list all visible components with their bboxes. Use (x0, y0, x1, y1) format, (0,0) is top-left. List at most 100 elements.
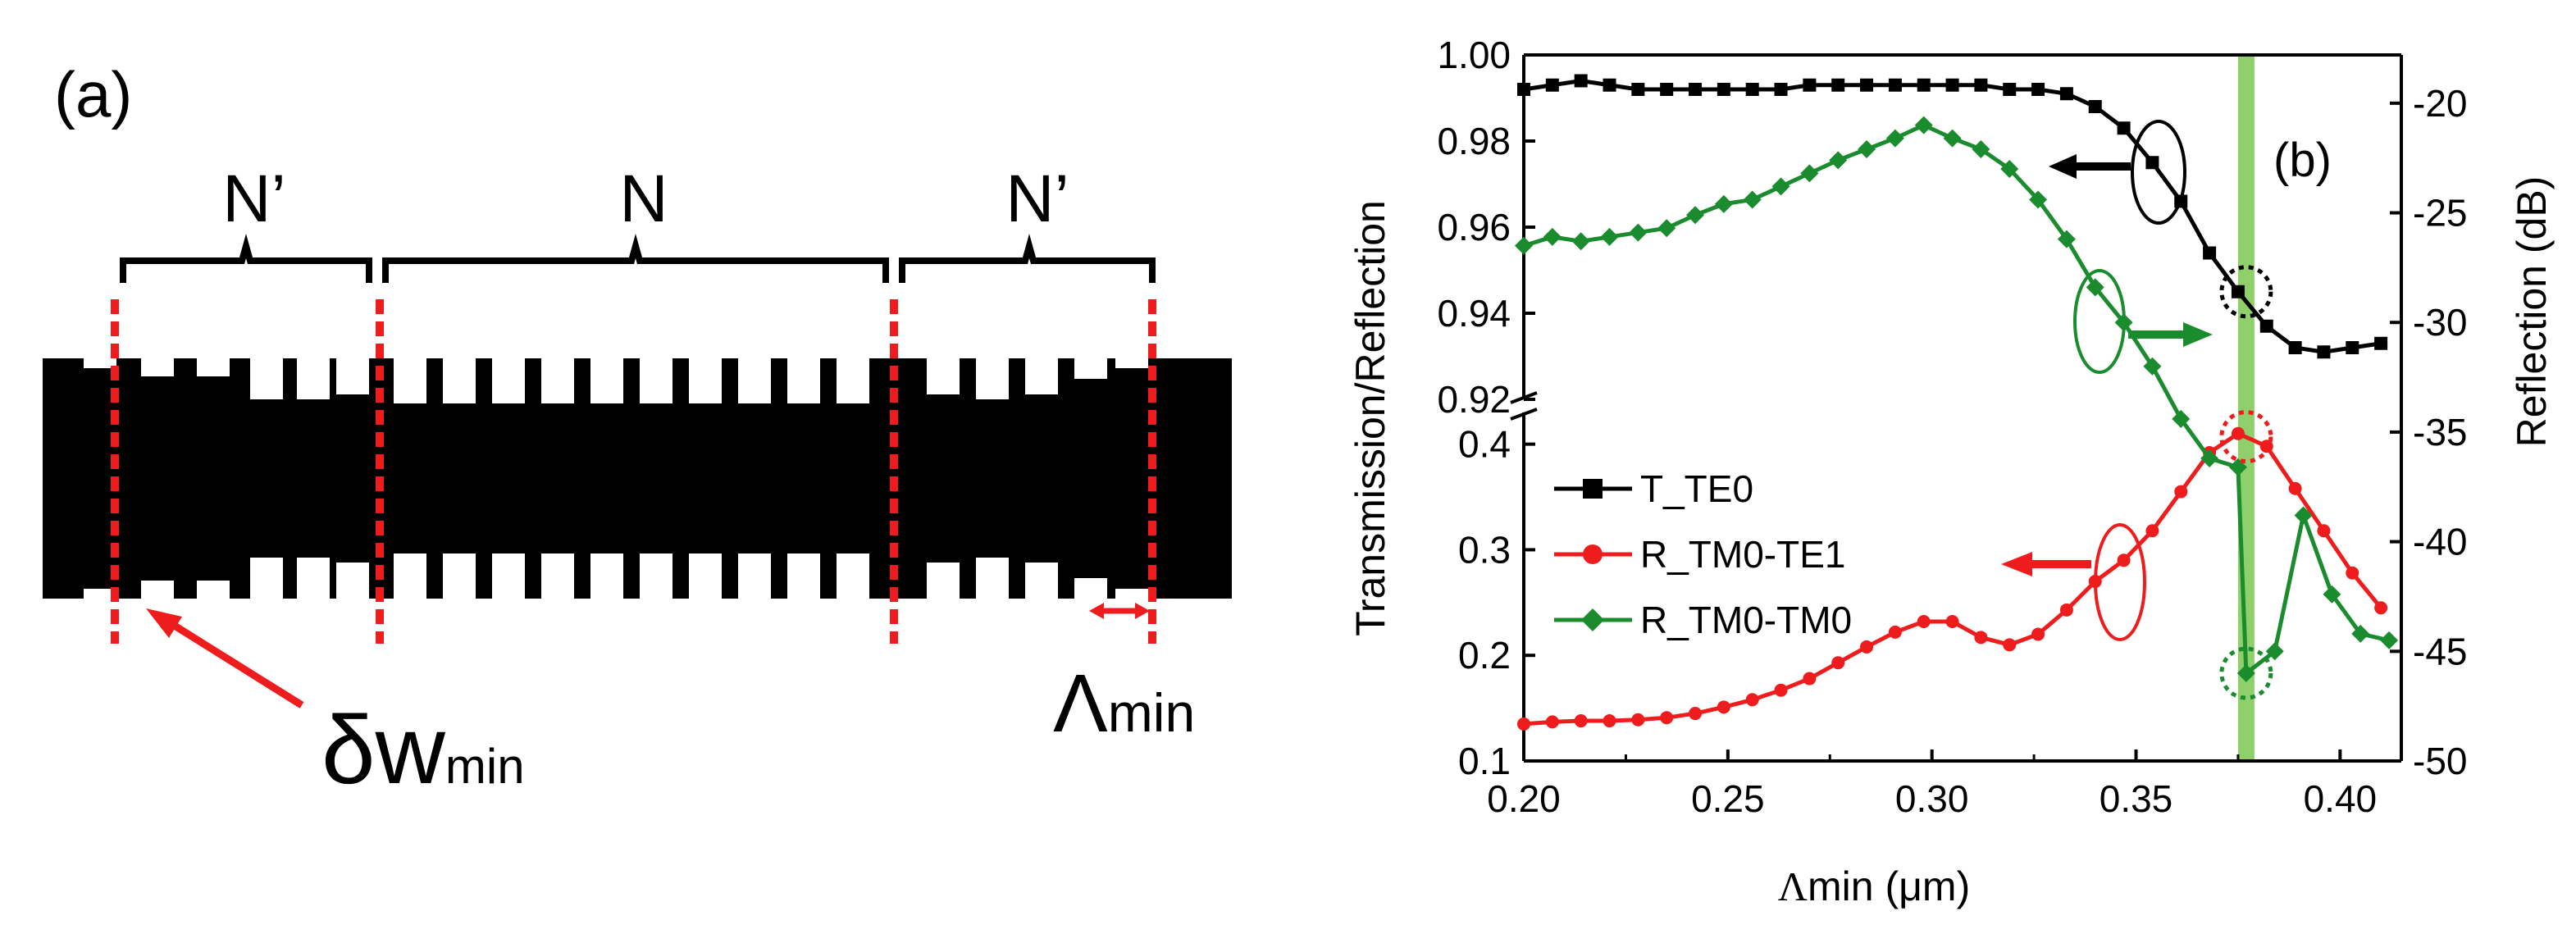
notch-bottom (738, 554, 771, 599)
notch-top (1025, 358, 1058, 394)
ellipse-r-tm0-te1 (2094, 523, 2146, 641)
notch-bottom (787, 554, 820, 599)
notch-bottom (197, 581, 230, 599)
grating-waveguide (43, 358, 1232, 599)
y-right-tick-label: -40 (2413, 521, 2467, 563)
data-point (1571, 232, 1590, 251)
x-tick-label: 0.25 (1691, 777, 1765, 820)
data-point (2317, 345, 2331, 359)
notch-top (689, 358, 722, 403)
data-point (1774, 683, 1788, 697)
data-point (1545, 715, 1559, 729)
legend-item-r-tm0-te1: R_TM0-TE1 (1554, 533, 1845, 576)
data-point (1545, 78, 1559, 92)
data-point (1631, 713, 1645, 727)
data-point (2380, 631, 2399, 649)
y-left-tick-label: 0.4 (1458, 423, 1511, 466)
annotations (2001, 120, 2273, 700)
data-point (1515, 236, 1533, 255)
data-point (2236, 664, 2255, 683)
data-point (1974, 78, 1988, 92)
data-point (2351, 624, 2370, 643)
series-r-tm0-tm0 (1515, 116, 2399, 683)
x-tick-label: 0.35 (2100, 777, 2173, 820)
notch-top (1074, 358, 1107, 379)
data-point (2003, 638, 2017, 652)
data-point (2265, 642, 2284, 661)
notch-top (84, 358, 116, 368)
y-right-tick-label: -30 (2413, 301, 2467, 344)
notch-bottom (394, 554, 426, 599)
notch-top (1115, 358, 1148, 368)
notch-top (492, 358, 525, 403)
data-point (1974, 631, 1988, 645)
series-line (1523, 122, 2390, 677)
delta-w-label: δwmin (321, 696, 525, 804)
data-point (1517, 717, 1530, 731)
y-axis-right-label: Reflection (dB) (2509, 176, 2555, 448)
notch-bottom (336, 563, 369, 599)
data-point (2374, 336, 2388, 350)
notch-bottom (1115, 589, 1148, 599)
data-point (1660, 711, 1674, 725)
data-point (1800, 164, 1819, 183)
data-point (1831, 78, 1845, 92)
y-left-tick-label: 0.96 (1437, 206, 1511, 248)
data-point (2288, 341, 2302, 354)
data-point (1860, 640, 1874, 654)
axis-ticks: 0.20 0.25 0.30 0.35 0.40 0.92 0.94 0.96 0.98 1.00… (1437, 34, 2467, 820)
data-point (1717, 700, 1730, 714)
data-point (2374, 601, 2388, 615)
series-r-tm0-te1 (1517, 426, 2388, 731)
data-point (2231, 285, 2245, 298)
panel-a: (a) N’ N N’ δwmi (43, 58, 1232, 804)
notch-top (787, 358, 820, 403)
x-axis-label: Λmin (μm) (1778, 863, 1970, 909)
data-point (1972, 139, 1990, 158)
data-point (1517, 83, 1530, 96)
data-point (2059, 603, 2073, 617)
notch-top (250, 358, 283, 399)
data-point (1945, 78, 1959, 92)
data-point (2323, 585, 2341, 604)
bracket-center (382, 234, 889, 283)
svg-text:R_TM0-TM0: R_TM0-TM0 (1640, 599, 1852, 641)
data-point (1888, 78, 1902, 92)
data-point (1603, 78, 1616, 92)
data-point (2031, 83, 2045, 96)
panel-a-label: (a) (54, 58, 132, 130)
data-point (2057, 230, 2076, 248)
y-left-tick-label: 0.98 (1437, 120, 1511, 162)
y-right-tick-label: -25 (2413, 192, 2467, 235)
data-point (1858, 139, 1876, 158)
notch-bottom (443, 554, 476, 599)
data-point (2259, 440, 2273, 453)
data-point (1774, 83, 1788, 96)
data-point (2145, 524, 2159, 538)
svg-text:R_TM0-TE1: R_TM0-TE1 (1640, 533, 1845, 576)
data-point (2029, 190, 2048, 209)
y-left-tick-label: 0.3 (1458, 528, 1511, 571)
legend-item-t-te0: T_TE0 (1554, 467, 1753, 510)
svg-text:T_TE0: T_TE0 (1640, 467, 1753, 510)
data-point (1943, 129, 1962, 148)
label-n-prime-right: N’ (1005, 162, 1069, 236)
data-point (2143, 357, 2162, 376)
data-point (1574, 74, 1588, 88)
notch-top (640, 358, 672, 403)
notch-bottom (689, 554, 722, 599)
data-point (1603, 714, 1616, 728)
notch-top (927, 358, 960, 394)
data-point (1657, 219, 1676, 238)
data-point (2203, 246, 2217, 260)
notch-top (541, 358, 574, 403)
arrowhead-r-tm0-te1 (2001, 552, 2032, 576)
data-point (2088, 100, 2102, 113)
data-point (1860, 78, 1874, 92)
data-point (1803, 672, 1817, 686)
data-point (1745, 693, 1759, 707)
notch-bottom (297, 558, 330, 599)
data-point (2172, 409, 2191, 428)
data-point (1945, 615, 1959, 628)
axis-break-mark (1510, 408, 1538, 421)
